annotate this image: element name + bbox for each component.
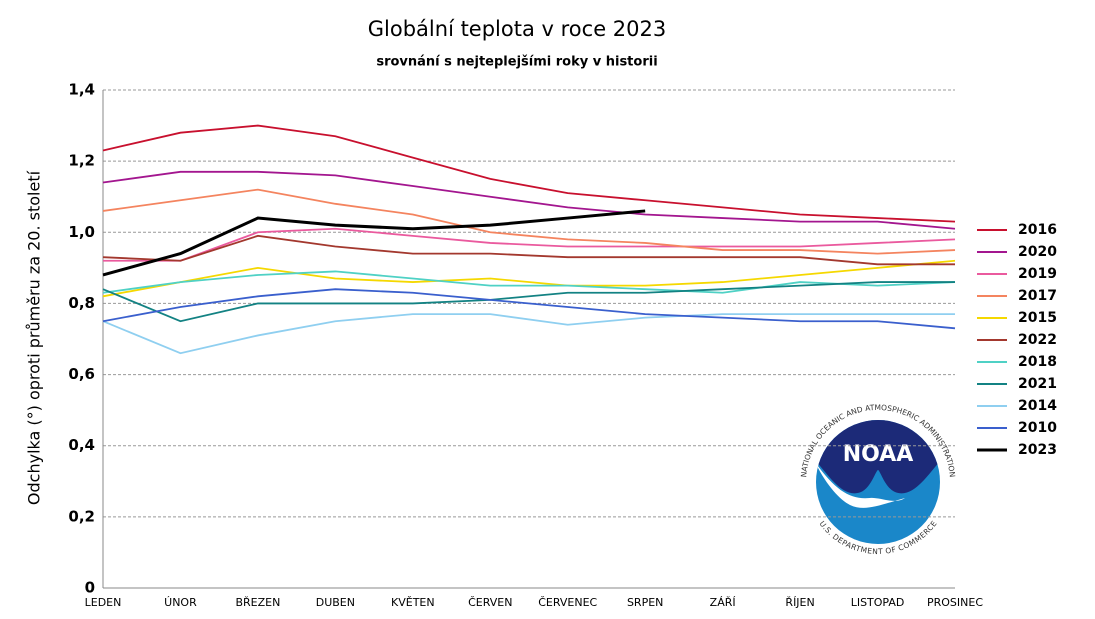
legend-label: 2018	[1018, 354, 1057, 370]
line	[102, 234, 955, 266]
x-tick-label: LISTOPAD	[851, 596, 905, 609]
y-tick-label: 1,4	[68, 81, 95, 99]
line	[102, 281, 955, 323]
x-tick-label: ČERVENEC	[538, 596, 597, 609]
line	[102, 209, 646, 277]
logo-top	[816, 420, 940, 494]
x-tick-label: PROSINEC	[927, 596, 983, 609]
y-tick-label: 0,4	[68, 436, 95, 454]
chart-title: Globální teplota v roce 2023	[368, 17, 666, 41]
chart-subtitle: srovnání s nejteplejšími roky v historii	[376, 55, 657, 70]
legend-label: 2017	[1018, 288, 1057, 304]
y-tick-label: 0,2	[68, 507, 95, 525]
line	[103, 227, 956, 262]
logo-wave	[816, 462, 905, 508]
line	[102, 170, 956, 230]
legend-label: 2014	[1018, 398, 1057, 414]
legend-label: 2010	[1018, 420, 1057, 436]
line	[102, 188, 956, 255]
x-tick-label: LEDEN	[85, 596, 122, 609]
line	[102, 270, 956, 294]
legend-label: 2020	[1018, 244, 1057, 260]
x-tick-label: SRPEN	[627, 596, 663, 609]
line	[102, 259, 956, 298]
x-tick-label: DUBEN	[316, 596, 355, 609]
line	[102, 124, 956, 223]
x-tick-label: ČERVEN	[468, 596, 512, 609]
legend-label: 2016	[1018, 222, 1057, 238]
legend-label: 2019	[1018, 266, 1057, 282]
y-tick-label: 0,8	[68, 294, 95, 312]
x-tick-label: ŘÍJEN	[785, 596, 814, 609]
logo: NOAA NATIONAL OCEANIC AND ATMOSPHERIC AD…	[799, 403, 957, 556]
line	[102, 313, 955, 355]
x-tick-label: ÚNOR	[164, 596, 197, 609]
legend-label: 2015	[1018, 310, 1057, 326]
y-tick-label: 0	[85, 579, 95, 597]
y-tick-label: 0,6	[68, 365, 95, 383]
y-tick-label: 1,2	[68, 152, 95, 170]
line	[102, 288, 956, 330]
x-tick-label: ZÁŘÍ	[710, 596, 736, 609]
legend-label: 2021	[1018, 376, 1057, 392]
x-tick-label: BŘEZEN	[235, 596, 280, 609]
y-tick-label: 1,0	[68, 223, 95, 241]
legend-label: 2023	[1018, 442, 1057, 458]
x-tick-label: KVĚTEN	[391, 596, 435, 609]
legend-label: 2022	[1018, 332, 1057, 348]
y-axis-label: Odchylka (°) oproti průměru za 20. stole…	[25, 170, 44, 505]
